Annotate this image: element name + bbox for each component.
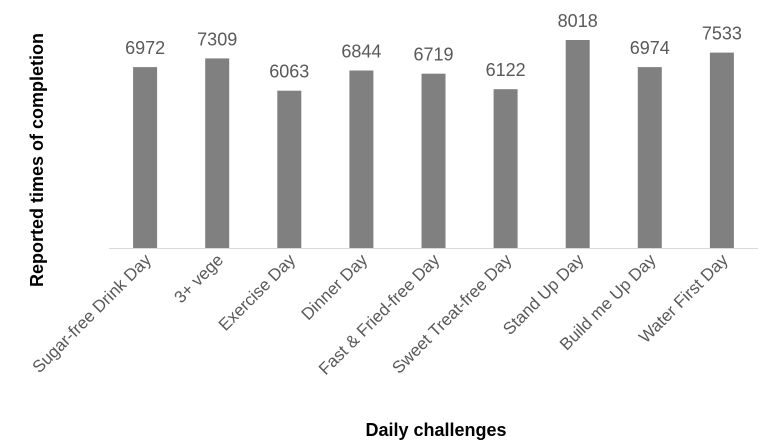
data-label-group: 6972 7309 6063 6844 6719 6122 8018 6974 7533 [125,11,742,82]
x-axis-title: Daily challenges [365,420,506,440]
data-label-1: 6972 [125,38,165,58]
bar-4 [349,70,374,248]
data-label-6: 6122 [486,60,526,80]
bar-3 [277,90,302,248]
bar-5 [421,73,446,248]
bar-8 [637,67,662,248]
data-label-5: 6719 [413,45,453,65]
x-tick-label-6: Sweet Treat-free Day [388,250,515,377]
data-label-3: 6063 [269,62,309,82]
bar-2 [205,58,230,249]
data-label-7: 8018 [558,11,598,31]
data-label-4: 6844 [341,42,381,62]
y-axis-title: Reported times of completion [27,33,47,287]
bar-6 [493,89,518,248]
bar-1 [133,67,158,248]
x-tick-label-3: Exercise Day [215,250,300,335]
bar-7 [565,40,590,248]
x-tick-label-5: Fast & Fried-free Day [315,250,444,379]
x-tick-label-1: Sugar-free Drink Day [29,250,156,377]
data-label-2: 7309 [197,29,237,49]
data-label-8: 6974 [630,38,670,58]
bar-9 [709,52,734,248]
x-tick-label-2: 3+ vege [170,250,227,307]
bar-group [133,40,734,249]
x-tick-label-4: Dinner Day [298,250,372,324]
data-label-9: 7533 [702,24,742,44]
